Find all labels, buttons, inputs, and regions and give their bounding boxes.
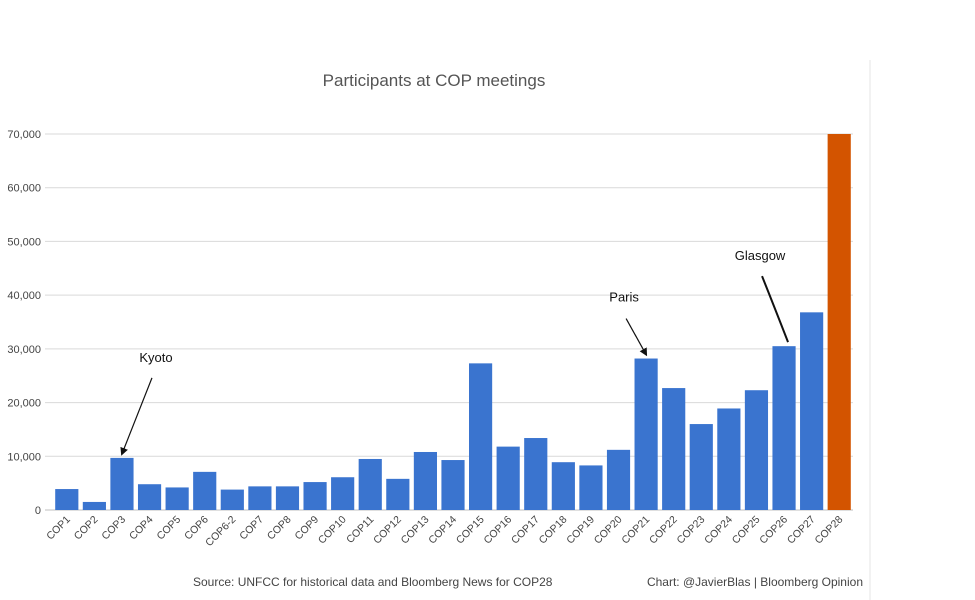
x-tick-label: COP13 [399,514,432,547]
kyoto-annotation: Kyoto [139,350,172,365]
bar-cop19 [579,465,603,510]
glasgow-arrow [761,275,789,343]
y-axis-ticks: 0 10,000 20,000 30,000 40,000 50,000 60,000 70,… [7,129,41,517]
bar-cop23 [689,424,713,510]
x-tick-label: COP20 [592,514,625,547]
bar-cop22 [662,388,686,510]
x-tick-label: COP28 [812,514,845,547]
kyoto-arrow [120,377,153,456]
x-tick-label: COP10 [316,514,349,547]
bar-cop4 [137,484,162,510]
x-tick-label: COP1 [44,514,73,543]
x-tick-label: COP22 [647,514,680,547]
bar-cop21 [634,358,658,510]
bar-cop12 [386,478,410,510]
bar-cop16 [496,446,520,510]
chart-title: Participants at COP meetings [323,71,546,90]
y-tick-label: 10,000 [7,451,41,463]
bar-cop24 [717,408,741,510]
x-tick-label: COP19 [564,514,597,547]
bar-cop27 [800,312,824,510]
bar-cop9 [303,482,327,510]
x-tick-label: COP16 [481,514,514,547]
bar-cop5 [165,487,189,510]
paris-annotation: Paris [609,290,639,305]
bar-cop8 [275,486,300,510]
bar-cop28 [827,134,851,510]
y-tick-label: 30,000 [7,344,41,356]
x-tick-label: COP6-2 [203,514,238,549]
bar-cop6 [193,471,217,510]
x-tick-label: COP3 [99,514,128,543]
x-tick-label: COP17 [509,514,542,547]
bar-cop26 [772,346,796,510]
bar-cop25 [744,390,769,510]
x-tick-label: COP2 [72,514,101,543]
y-tick-label: 60,000 [7,183,41,195]
chart-credit: Chart: @JavierBlas | Bloomberg Opinion [647,575,863,589]
x-tick-label: COP15 [454,514,487,547]
bar-cop1 [55,489,79,510]
x-tick-label: COP12 [371,514,404,547]
x-tick-label: COP25 [730,514,763,547]
x-tick-label: COP8 [265,514,294,543]
x-tick-label: COP27 [785,514,818,547]
bar-cop18 [551,462,575,510]
paris-arrow [625,318,648,357]
x-tick-label: COP7 [237,514,266,543]
bar-cop7 [248,486,272,510]
x-tick-label: COP18 [537,514,570,547]
bar-cop6-2 [220,489,244,510]
y-tick-label: 20,000 [7,398,41,410]
bar-cop3 [110,457,134,510]
y-tick-label: 0 [35,505,41,517]
x-tick-label: COP5 [155,514,184,543]
x-tick-label: COP21 [619,514,652,547]
y-tick-label: 70,000 [7,129,41,141]
y-tick-label: 50,000 [7,236,41,248]
source-note: Source: UNFCC for historical data and Bl… [193,575,553,589]
bar-cop13 [413,451,437,510]
y-tick-label: 40,000 [7,290,41,302]
bars [55,134,851,510]
x-tick-label: COP14 [426,514,459,547]
x-tick-label: COP4 [127,514,156,543]
bar-cop17 [524,438,548,510]
annotations: Kyoto Paris Glasgow [120,248,789,456]
bar-cop20 [606,449,631,510]
x-tick-label: COP11 [344,514,376,546]
bar-cop14 [441,460,465,510]
bar-cop10 [331,477,355,510]
x-tick-label: COP23 [675,514,708,547]
x-tick-label: COP24 [702,514,735,547]
bar-cop2 [82,501,106,510]
bar-cop11 [358,458,382,510]
bar-cop15 [469,363,493,510]
x-axis-ticks: COP1COP2COP3COP4COP5COP6COP6-2COP7COP8CO… [44,514,845,549]
x-tick-label: COP26 [757,514,790,547]
glasgow-annotation: Glasgow [735,248,786,263]
